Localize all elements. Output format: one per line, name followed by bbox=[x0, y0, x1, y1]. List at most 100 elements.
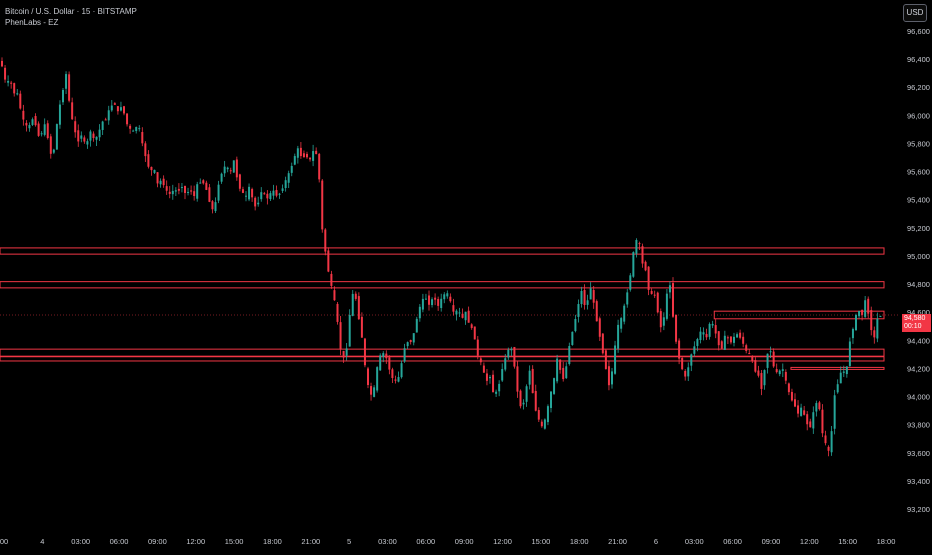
y-tick-label: 94,800 bbox=[907, 280, 930, 289]
candle-body bbox=[601, 333, 604, 354]
candle-body bbox=[226, 167, 229, 170]
candle-body bbox=[150, 166, 153, 171]
chart-legend: Bitcoin / U.S. Dollar · 15 · BITSTAMP Ph… bbox=[5, 6, 137, 28]
candle-body bbox=[720, 341, 723, 349]
candle-body bbox=[367, 368, 369, 386]
candle-body bbox=[171, 190, 174, 195]
candle-body bbox=[205, 182, 208, 190]
candle-body bbox=[729, 336, 732, 343]
candle-body bbox=[766, 353, 769, 368]
candle-body bbox=[190, 190, 193, 192]
candle-body bbox=[71, 102, 74, 120]
countdown-label: 00:10 bbox=[902, 322, 931, 332]
candle-body bbox=[141, 132, 144, 144]
candle-body bbox=[89, 131, 92, 141]
candle-body bbox=[787, 383, 790, 393]
candle-body bbox=[180, 187, 183, 189]
candle-body bbox=[238, 174, 241, 189]
candle-body bbox=[86, 141, 89, 145]
candle-body bbox=[717, 331, 720, 346]
candle-body bbox=[775, 369, 778, 373]
currency-button[interactable]: USD bbox=[903, 4, 927, 22]
x-tick-label: 18:00 bbox=[877, 537, 896, 546]
candle-body bbox=[556, 358, 559, 382]
y-tick-label: 94,600 bbox=[907, 308, 930, 317]
candle-body bbox=[864, 300, 867, 317]
candle-body bbox=[19, 93, 22, 109]
y-tick-label: 93,200 bbox=[907, 505, 930, 514]
candle-body bbox=[263, 193, 266, 195]
candle-body bbox=[565, 366, 568, 379]
candle-body bbox=[376, 367, 379, 391]
y-tick-label: 95,400 bbox=[907, 196, 930, 205]
candle-body bbox=[272, 190, 275, 196]
y-tick-label: 93,800 bbox=[907, 421, 930, 430]
candle-body bbox=[690, 354, 693, 366]
candle-body bbox=[418, 306, 421, 319]
candle-body bbox=[351, 293, 354, 316]
candle-body bbox=[617, 324, 620, 349]
candle-body bbox=[37, 123, 40, 136]
candle-body bbox=[339, 322, 342, 350]
candle-body bbox=[745, 345, 748, 351]
x-tick-label: 03:00 bbox=[378, 537, 397, 546]
candle-body bbox=[489, 376, 491, 379]
x-tick-label: 21:00 bbox=[301, 537, 320, 546]
candle-body bbox=[778, 370, 781, 375]
candle-body bbox=[58, 104, 61, 125]
candle-body bbox=[656, 292, 659, 313]
candle-body bbox=[123, 106, 125, 114]
candle-body bbox=[611, 371, 613, 385]
candle-body bbox=[790, 391, 793, 401]
candle-body bbox=[147, 154, 150, 167]
candle-body bbox=[708, 323, 711, 337]
candle-body bbox=[168, 191, 171, 194]
candle-body bbox=[647, 266, 650, 290]
candle-body bbox=[302, 153, 305, 158]
candle-body bbox=[723, 335, 726, 350]
candle-body bbox=[559, 359, 562, 370]
candle-body bbox=[312, 151, 315, 161]
candle-body bbox=[153, 169, 156, 173]
candle-body bbox=[98, 129, 101, 138]
candle-body bbox=[77, 130, 80, 142]
candle-body bbox=[373, 387, 376, 397]
x-tick-label: 06:00 bbox=[416, 537, 435, 546]
candle-body bbox=[388, 357, 391, 370]
candle-body bbox=[479, 358, 482, 363]
candle-body bbox=[803, 410, 806, 415]
candle-body bbox=[202, 180, 205, 184]
candle-body bbox=[464, 311, 467, 321]
candle-body bbox=[348, 315, 351, 347]
candle-body bbox=[113, 103, 116, 105]
candle-body bbox=[546, 406, 549, 423]
x-tick-label: 06:00 bbox=[110, 537, 129, 546]
candle-body bbox=[257, 202, 260, 205]
candle-body bbox=[797, 405, 800, 414]
candle-body bbox=[736, 334, 739, 338]
candle-body bbox=[278, 193, 281, 195]
candle-body bbox=[528, 370, 531, 385]
candle-body bbox=[794, 399, 796, 407]
candle-body bbox=[531, 368, 534, 394]
candle-body bbox=[699, 331, 702, 341]
candle-body bbox=[65, 74, 68, 89]
y-tick-label: 96,000 bbox=[907, 111, 930, 120]
candle-body bbox=[196, 184, 199, 199]
candle-body bbox=[16, 93, 19, 95]
candle-body bbox=[638, 243, 641, 245]
candle-body bbox=[525, 386, 528, 402]
candle-body bbox=[132, 130, 135, 132]
indicator-label[interactable]: PhenLabs - EZ bbox=[5, 18, 59, 27]
candle-body bbox=[43, 124, 46, 135]
candle-body bbox=[446, 293, 449, 297]
symbol-title: Bitcoin / U.S. Dollar · 15 · BITSTAMP bbox=[5, 7, 137, 16]
candle-body bbox=[281, 188, 284, 191]
candle-body bbox=[421, 298, 424, 310]
candle-body bbox=[733, 336, 735, 343]
candle-body bbox=[568, 346, 571, 364]
candle-body bbox=[437, 299, 440, 306]
candle-body bbox=[632, 252, 635, 277]
